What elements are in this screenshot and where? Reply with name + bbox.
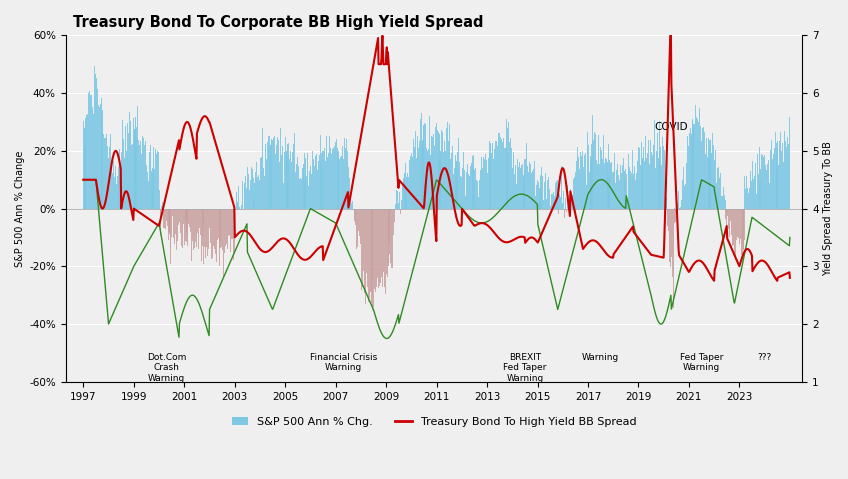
Text: Financial Crisis
Warning: Financial Crisis Warning [310,353,377,372]
Y-axis label: S&P 500 Ann % Change: S&P 500 Ann % Change [15,150,25,267]
Text: BREXIT
Fed Taper
Warning: BREXIT Fed Taper Warning [503,353,547,383]
Text: COVID: COVID [655,122,688,132]
Text: Treasury Bond To Corporate BB High Yield Spread: Treasury Bond To Corporate BB High Yield… [73,15,483,30]
Text: Dot.Com
Crash
Warning: Dot.Com Crash Warning [147,353,187,383]
Y-axis label: Yield Spread Treasury To BB: Yield Spread Treasury To BB [823,141,833,276]
Text: ???: ??? [757,353,772,362]
Legend: S&P 500 Ann % Chg., Treasury Bond To High Yield BB Spread: S&P 500 Ann % Chg., Treasury Bond To Hig… [227,413,641,432]
Text: Fed Taper
Warning: Fed Taper Warning [680,353,723,372]
Text: Warning: Warning [582,353,619,362]
